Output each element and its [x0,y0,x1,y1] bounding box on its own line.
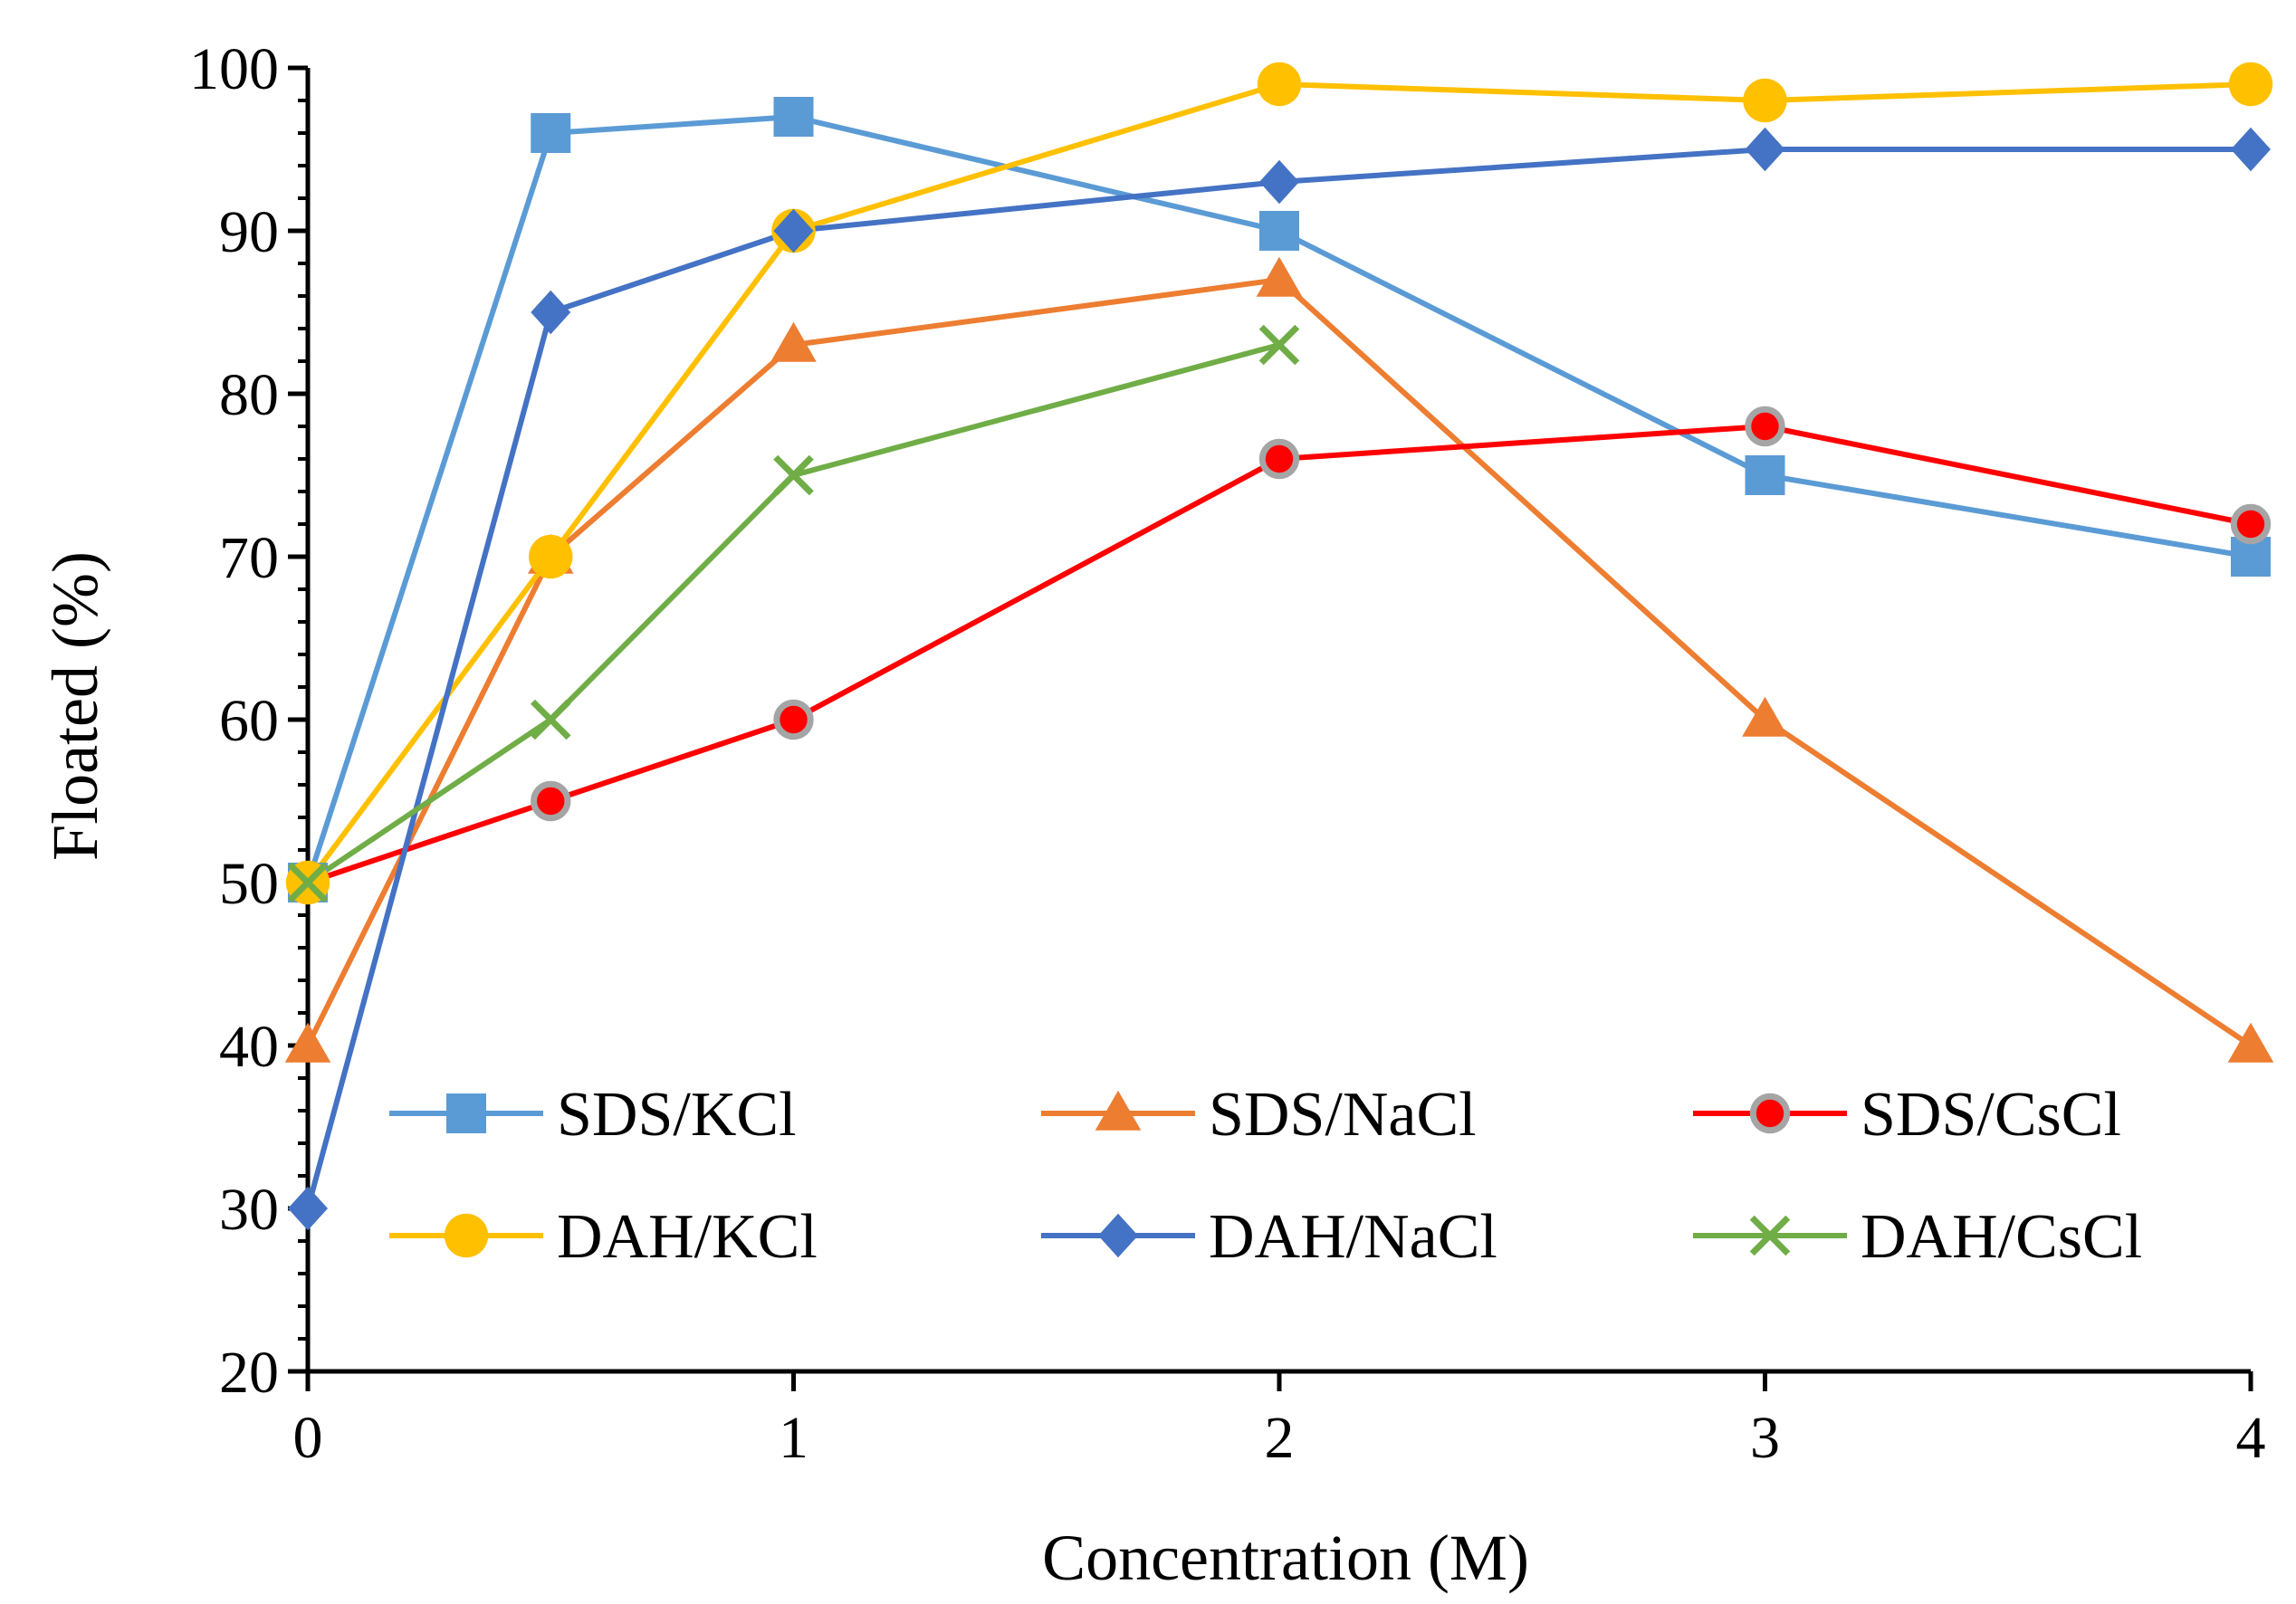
marker-x-stroke [1749,1215,1791,1256]
y-axis-title: Floated (%) [39,551,111,861]
x-axis-title: Concentration (M) [1042,1522,1529,1594]
marker-circle-ring [531,780,571,822]
marker-triangle [770,321,817,362]
marker-circle [1743,78,1787,123]
x-tick-label: 0 [293,1405,323,1471]
marker-triangle [1742,696,1788,737]
marker-x-stroke [287,862,329,903]
legend-entry-sds-kcl: SDS/KCl [389,1080,797,1150]
marker-x-stroke [530,699,571,740]
marker-diamond [1098,1213,1138,1258]
x-tick-label: 1 [779,1405,808,1471]
series-markers-sds-kcl [288,97,2271,902]
axes: 20 30 40 50 60 70 80 90 100 0 1 2 3 4 [189,36,2266,1471]
marker-diamond [773,208,814,253]
series-line-sds-nacl [305,277,2253,1048]
series-markers-sds-nacl [284,256,2274,1063]
marker-circle [2228,62,2273,107]
legend-label: DAH/NaCl [1209,1202,1497,1272]
legend-entry-sds-cscl: SDS/CsCl [1693,1080,2121,1150]
series-lines [305,81,2253,1209]
y-tick-label: 80 [219,362,279,428]
y-tick-label: 70 [219,525,279,591]
marker-circle-ring [1258,438,1300,480]
marker-diamond [1745,127,1785,172]
legend-label: DAH/KCl [557,1202,818,1272]
marker-triangle [1095,1090,1142,1131]
marker-circle [1257,62,1302,107]
y-tick-label: 40 [219,1014,279,1080]
legend-entry-sds-nacl: SDS/NaCl [1041,1080,1477,1150]
marker-square [773,97,814,137]
marker-diamond [531,290,571,335]
series-line-dah-nacl [305,147,2251,1209]
y-tick-label: 30 [219,1177,279,1243]
series-markers-dah-cscl [287,324,1300,903]
marker-diamond [1259,159,1299,205]
marker-circle-ring [2230,503,2272,545]
marker-x [1258,324,1300,366]
marker-triangle [2227,1022,2274,1063]
marker-square [1745,455,1785,495]
marker-diamond [2231,127,2271,172]
marker-x [530,699,571,740]
y-tick-label: 90 [219,199,279,265]
marker-circle-ring [1749,1093,1791,1134]
legend-label: DAH/CsCl [1861,1202,2142,1272]
marker-circle [444,1213,489,1258]
y-tick-label: 20 [219,1340,279,1406]
y-tick-label: 60 [219,688,279,754]
marker-circle [529,534,573,579]
marker-x [773,454,814,496]
x-tick-label: 3 [1750,1405,1780,1471]
legend: SDS/KCl SDS/NaCl SDS/CsCl DAH/KCl DAH/NaCl DA… [389,1080,2142,1272]
legend-label: SDS/CsCl [1861,1080,2121,1150]
marker-square [531,113,571,153]
legend-label: SDS/KCl [557,1080,797,1150]
series-markers [284,62,2274,1231]
marker-x-stroke [1258,324,1300,366]
legend-entry-dah-nacl: DAH/NaCl [1041,1202,1497,1272]
legend-entry-dah-kcl: DAH/KCl [389,1202,818,1272]
series-line-sds-kcl [305,114,2252,883]
marker-x [1749,1215,1791,1256]
x-tick-label: 4 [2236,1405,2266,1471]
marker-square [446,1093,486,1133]
marker-x-stroke [773,454,814,496]
legend-entry-dah-cscl: DAH/CsCl [1693,1202,2142,1272]
marker-x [287,862,329,903]
series-markers-dah-nacl [288,127,2271,1231]
marker-square [1259,211,1299,251]
y-tick-label: 50 [219,851,279,917]
marker-circle-ring [1745,406,1785,447]
marker-diamond [288,1186,328,1231]
series-markers-sds-cscl [287,406,2272,903]
series-line-dah-kcl [305,81,2252,884]
legend-label: SDS/NaCl [1209,1080,1477,1150]
y-tick-label: 100 [189,36,279,102]
marker-triangle [284,1022,331,1063]
series-line-sds-cscl [307,424,2252,885]
series-line-dah-cscl [306,342,1280,885]
x-tick-label: 2 [1265,1405,1295,1471]
marker-triangle [1256,256,1303,297]
marker-circle-ring [773,699,814,740]
